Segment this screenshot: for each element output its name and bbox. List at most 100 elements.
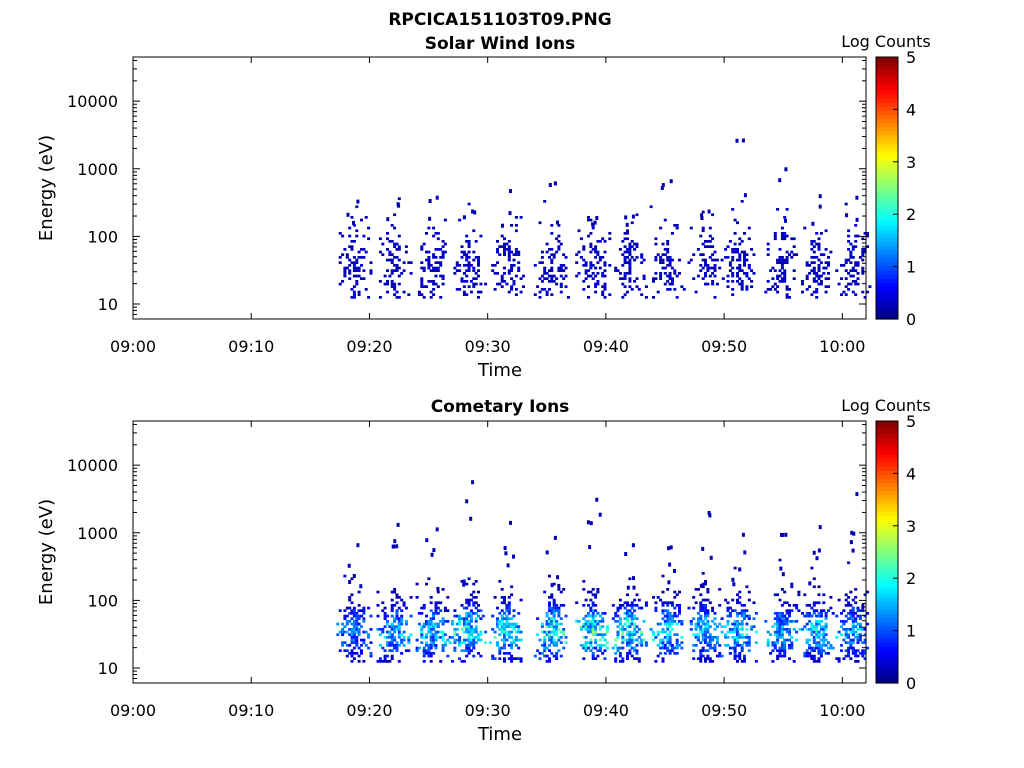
heatmap-cell [652, 277, 655, 280]
heatmap-cell [666, 250, 670, 254]
heatmap-cell [383, 274, 387, 278]
heatmap-cell [861, 248, 865, 251]
heatmap-cell [675, 646, 679, 650]
heatmap-cell [724, 633, 728, 636]
colorbar-segment [876, 498, 898, 504]
heatmap-cell [696, 638, 700, 642]
heatmap-cell [827, 652, 830, 655]
heatmap-cell [355, 282, 359, 286]
heatmap-cell [402, 638, 406, 642]
heatmap-cell [503, 628, 506, 631]
heatmap-cell [465, 612, 469, 615]
heatmap-cell [400, 641, 404, 644]
heatmap-cell [477, 590, 480, 594]
heatmap-cell [514, 636, 518, 639]
heatmap-cell [708, 601, 712, 605]
heatmap-cell [596, 644, 600, 647]
heatmap-cell [465, 649, 469, 652]
heatmap-cell [443, 633, 447, 636]
heatmap-cell [420, 266, 424, 270]
heatmap-cell [863, 657, 867, 660]
heatmap-cell [740, 644, 744, 647]
heatmap-cell [630, 614, 634, 618]
heatmap-cell [543, 654, 547, 658]
heatmap-cell [598, 644, 602, 647]
heatmap-cell [614, 620, 618, 623]
heatmap-cell [854, 601, 858, 605]
colorbar-segment [876, 486, 898, 492]
heatmap-cell [812, 250, 816, 254]
heatmap-cell [479, 609, 483, 612]
heatmap-cell [496, 641, 499, 644]
heatmap-cell [367, 646, 371, 650]
heatmap-cell [743, 272, 746, 275]
heatmap-cell [692, 644, 696, 647]
heatmap-cell [675, 593, 679, 597]
colorbar-segment [876, 106, 898, 111]
heatmap-cell [812, 290, 816, 294]
heatmap-cell [667, 546, 671, 551]
heatmap-cell [704, 245, 707, 248]
heatmap-cell [436, 586, 440, 591]
heatmap-cell [362, 609, 366, 612]
heatmap-cell [780, 633, 784, 636]
heatmap-cell [352, 636, 356, 639]
heatmap-cell [493, 272, 497, 275]
heatmap-cell [388, 274, 392, 278]
heatmap-cell [587, 630, 590, 634]
heatmap-cell [510, 630, 514, 634]
heatmap-cell [441, 620, 445, 623]
heatmap-cell [736, 628, 739, 631]
heatmap-cell [432, 614, 436, 618]
heatmap-cell [543, 646, 547, 650]
heatmap-cell [352, 290, 356, 294]
heatmap-cell [740, 660, 744, 663]
heatmap-cell [780, 628, 784, 631]
heatmap-cell [441, 250, 445, 254]
heatmap-cell [854, 245, 858, 248]
heatmap-cell [815, 614, 819, 618]
heatmap-cell [348, 258, 352, 262]
heatmap-cell [507, 245, 511, 248]
heatmap-cell [393, 636, 397, 639]
heatmap-cell [844, 628, 848, 631]
colorbar-tick-label: 1 [906, 258, 916, 277]
heatmap-cell [472, 641, 476, 644]
colorbar-segment [876, 208, 898, 214]
heatmap-cell [783, 641, 787, 644]
heatmap-cell [465, 264, 469, 267]
heatmap-cell [726, 630, 730, 634]
heatmap-cell [500, 630, 504, 634]
heatmap-cell [851, 622, 855, 626]
heatmap-cell [783, 261, 787, 264]
heatmap-cell [357, 622, 361, 626]
heatmap-cell [427, 256, 431, 259]
heatmap-cell [594, 593, 598, 597]
heatmap-cell [849, 242, 853, 246]
heatmap-cell [817, 245, 821, 248]
colorbar-segment [876, 531, 898, 537]
heatmap-cell [417, 612, 421, 615]
colorbar-segment [876, 224, 898, 230]
heatmap-cell [668, 638, 672, 642]
colorbar-segment [876, 134, 898, 140]
heatmap-cell [708, 274, 712, 278]
heatmap-cell [849, 646, 853, 650]
heatmap-cell [743, 636, 746, 639]
heatmap-cell [856, 654, 860, 658]
heatmap-cell [745, 628, 749, 631]
heatmap-cell [633, 622, 637, 626]
heatmap-cell [778, 646, 782, 650]
heatmap-cell [736, 641, 739, 644]
heatmap-cell [582, 288, 586, 291]
heatmap-cell [621, 628, 625, 631]
heatmap-cell [587, 604, 590, 607]
heatmap-cell [388, 240, 392, 243]
solar-wind-title: Solar Wind Ions [425, 34, 576, 54]
heatmap-cell [587, 296, 590, 299]
heatmap-cell [743, 193, 747, 198]
heatmap-cell [498, 282, 502, 286]
heatmap-cell [557, 583, 561, 588]
heatmap-cell [628, 250, 632, 254]
heatmap-cell [341, 253, 345, 256]
